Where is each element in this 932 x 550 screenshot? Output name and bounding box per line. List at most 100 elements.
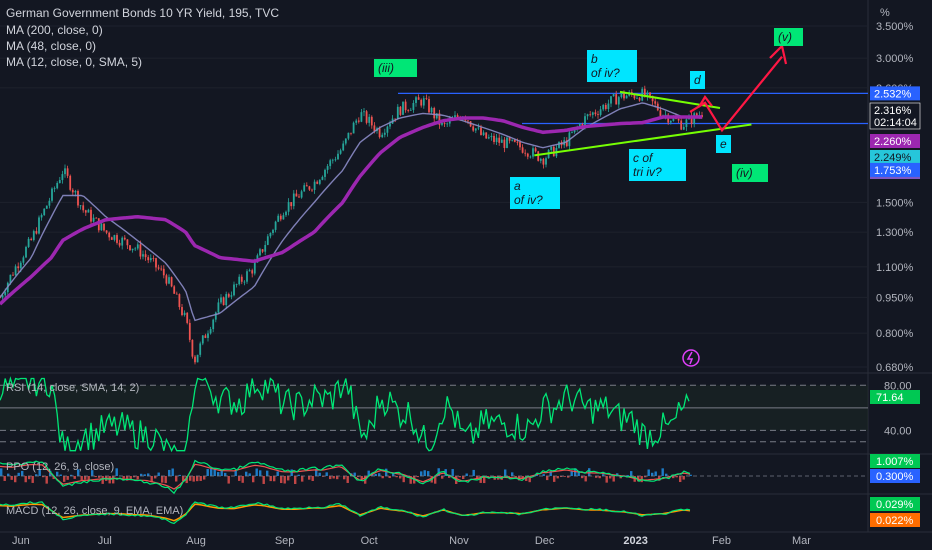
wave-label-b: of iv? (591, 66, 620, 80)
time-axis-label: 2023 (623, 535, 647, 547)
candle-body (95, 217, 98, 219)
candle-body (360, 112, 363, 122)
candle-body (669, 120, 672, 123)
ppo-histogram-bar (0, 468, 3, 476)
ppo-histogram-bar (367, 470, 370, 476)
ppo-histogram-bar (311, 476, 314, 481)
candle-body (441, 122, 443, 125)
candle-body (487, 137, 490, 139)
candle-body (212, 319, 215, 330)
ppo-histogram-bar (682, 476, 685, 480)
ppo-histogram-bar (360, 476, 363, 480)
ppo-histogram-bar (98, 476, 101, 478)
candle-body (430, 108, 433, 113)
ppo-histogram-bar (385, 468, 388, 476)
indicator-ma200-label[interactable]: MA (200, close, 0) (6, 23, 103, 37)
ppo-histogram-bar (154, 476, 157, 479)
ppo-histogram-bar (63, 476, 66, 482)
candle-body (318, 179, 321, 184)
price-tick-label: 0.800% (876, 328, 914, 340)
candle-body (394, 118, 397, 120)
ppo-histogram-bar (220, 469, 223, 476)
candle-body (290, 202, 293, 207)
wave-label-b: b (591, 52, 598, 66)
rsi-pane-label[interactable]: RSI (14, close, SMA, 14, 2) (6, 382, 140, 394)
candle-body (597, 114, 599, 115)
candle-body (482, 132, 485, 135)
candle-body (209, 329, 212, 334)
candle-body (238, 276, 241, 285)
candle-body (147, 257, 150, 261)
candle-body (222, 297, 225, 306)
candle-body (500, 139, 503, 143)
ppo-histogram-bar (325, 472, 328, 476)
candle-body (680, 120, 683, 130)
ppo-histogram-bar (189, 476, 192, 481)
candle-body (433, 108, 436, 119)
ppo-histogram-bar (133, 476, 136, 478)
ppo-histogram-bar (294, 476, 297, 484)
ppo-histogram-bar (301, 476, 304, 482)
candle-body (48, 200, 51, 206)
candle-body (199, 343, 202, 355)
ppo-histogram-bar (451, 469, 454, 476)
ppo-histogram-bar (556, 476, 559, 479)
candle-body (685, 119, 688, 127)
candle-body (526, 153, 529, 157)
candle-body (82, 205, 85, 211)
candle-body (35, 231, 38, 234)
candle-body (399, 106, 402, 115)
macd-pane-label[interactable]: MACD (12, 26, close, 9, EMA, EMA) (6, 505, 184, 517)
candle-body (339, 150, 342, 154)
ppo-histogram-bar (616, 473, 619, 476)
candle-body (79, 205, 82, 207)
candle-body (480, 127, 482, 135)
candle-body (646, 92, 649, 97)
candle-body (584, 116, 586, 127)
indicator-ma48-label[interactable]: MA (48, close, 0) (6, 39, 97, 53)
upper-trend-line (619, 90, 721, 110)
chart-title: German Government Bonds 10 YR Yield, 195… (6, 6, 280, 20)
candle-body (604, 104, 607, 109)
candle-body (30, 238, 33, 241)
candle-body (220, 297, 222, 303)
ppo-histogram-bar (332, 476, 335, 479)
candle-body (175, 293, 178, 295)
candle-body (456, 115, 459, 118)
candle-body (329, 160, 332, 167)
candle-body (347, 132, 350, 139)
candle-body (599, 109, 602, 115)
ppo-histogram-bar (577, 471, 580, 476)
ppo-histogram-bar (38, 470, 41, 476)
price-badge-label: 2.249% (874, 152, 912, 164)
ppo-histogram-bar (392, 472, 395, 476)
candle-body (188, 322, 191, 340)
candle-body (181, 307, 183, 316)
candle-body (113, 235, 116, 240)
indicator-ma12-label[interactable]: MA (12, close, 0, SMA, 5) (6, 55, 143, 69)
candle-body (412, 102, 415, 110)
candle-body (539, 158, 542, 161)
candle-body (474, 128, 477, 131)
ppo-histogram-bar (315, 469, 318, 476)
ppo-pane-label[interactable]: PPO (12, 26, 9, close) (6, 461, 115, 473)
price-tick-label: 3.500% (876, 21, 914, 33)
rsi-tick-label: 40.00 (884, 425, 912, 437)
lightning-icon (682, 349, 700, 367)
ppo-histogram-bar (94, 476, 97, 478)
candle-body (66, 168, 69, 176)
ppo-histogram-bar (28, 476, 31, 480)
wave-label-v-box (774, 28, 803, 46)
candle-body (308, 186, 311, 190)
ma200-line (0, 115, 702, 306)
candle-body (121, 237, 124, 246)
ppo-histogram-bar (374, 473, 377, 476)
candle-body (264, 244, 267, 252)
candle-body (571, 132, 573, 134)
candle-body (438, 113, 441, 125)
candle-body (285, 211, 287, 216)
candle-body (248, 270, 251, 272)
price-axis-unit: % (880, 7, 890, 19)
candle-body (118, 242, 121, 246)
